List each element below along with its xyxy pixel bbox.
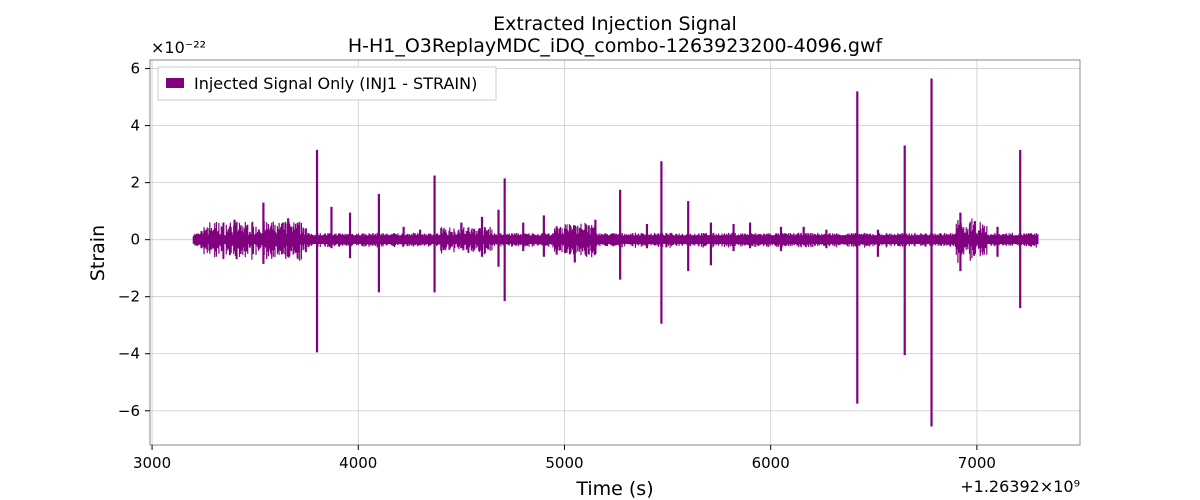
x-axis-label: Time (s) xyxy=(575,478,653,500)
legend-swatch xyxy=(166,78,184,88)
x-tick-label: 5000 xyxy=(545,454,583,472)
x-tick-label: 4000 xyxy=(339,454,377,472)
legend: Injected Signal Only (INJ1 - STRAIN) xyxy=(157,66,497,101)
x-tick-label: 7000 xyxy=(958,454,996,472)
plot-area xyxy=(150,60,1080,445)
y-axis-label: Strain xyxy=(87,225,109,281)
y-tick-label: −2 xyxy=(118,288,140,306)
y-tick-label: 4 xyxy=(130,117,140,135)
axes-border xyxy=(149,59,1081,446)
y-tick-label: 2 xyxy=(130,174,140,192)
x-tick-label: 3000 xyxy=(133,454,171,472)
legend-label: Injected Signal Only (INJ1 - STRAIN) xyxy=(194,74,477,93)
signal-noise-trace xyxy=(192,218,1039,263)
chart-title: Extracted Injection Signal xyxy=(493,13,737,35)
y-tick-label: −6 xyxy=(118,402,140,420)
x-tick-label: 6000 xyxy=(752,454,790,472)
chart-subtitle: H-H1_O3ReplayMDC_iDQ_combo-1263923200-40… xyxy=(348,35,884,57)
y-multiplier-label: ×10⁻²² xyxy=(151,38,206,57)
y-tick-label: −4 xyxy=(118,345,140,363)
tick-layer: 3000 4000 5000 6000 7000 −6 −4 −2 0 2 4 6 xyxy=(118,60,996,472)
x-offset-label: +1.26392×10⁹ xyxy=(960,477,1080,496)
legend-box xyxy=(157,66,497,101)
y-tick-label: 0 xyxy=(130,231,140,249)
data-layer xyxy=(192,78,1039,427)
y-tick-label: 6 xyxy=(130,60,140,78)
